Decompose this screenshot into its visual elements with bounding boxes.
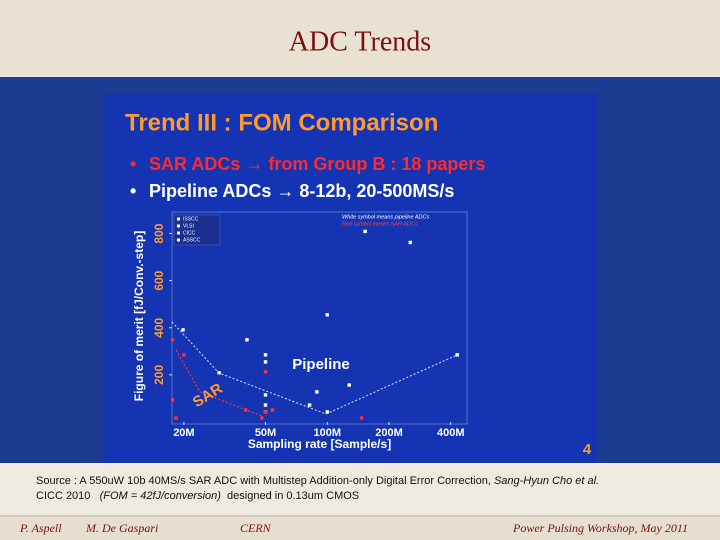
data-point xyxy=(243,408,248,412)
source-authors: Sang-Hyun Cho et al. xyxy=(494,475,599,487)
data-point xyxy=(182,353,186,357)
footer-author: P. Aspell xyxy=(19,521,62,535)
data-point xyxy=(325,313,329,317)
data-point xyxy=(245,338,249,342)
panel-title: Trend III : FOM Comparison xyxy=(125,109,438,136)
data-point xyxy=(455,353,459,357)
data-point xyxy=(347,383,351,387)
data-point xyxy=(263,393,268,397)
data-point xyxy=(263,353,268,357)
y-tick-label: 800 xyxy=(152,223,166,243)
annotation: Red symbol means SAR ADCs xyxy=(342,221,418,227)
data-point xyxy=(174,416,178,420)
legend-label: ASSCC xyxy=(183,237,201,243)
source-line: CICC 2010 (FOM = 42fJ/conversion) design… xyxy=(36,490,359,502)
legend-symbol xyxy=(177,217,180,221)
y-tick-label: 200 xyxy=(152,365,166,385)
data-point xyxy=(217,371,221,375)
legend-label: ISSCC xyxy=(183,216,199,222)
annotation: White symbol means pipeline ADCs xyxy=(342,214,429,220)
x-tick-label: 400M xyxy=(437,427,465,439)
legend-box xyxy=(173,214,221,246)
data-point xyxy=(181,328,185,332)
source-fom: (FOM = 42fJ/conversion) xyxy=(100,490,222,502)
header-band xyxy=(0,0,720,76)
source-line: Source : A 550uW 10b 40MS/s SAR ADC with… xyxy=(36,475,599,487)
footer-org: CERN xyxy=(240,521,272,535)
plot-frame xyxy=(171,211,468,425)
x-tick-label: 200M xyxy=(375,427,403,439)
x-tick-label: 20M xyxy=(173,427,194,439)
legend-symbol xyxy=(177,224,180,228)
bullet: SAR ADCs → from Group B : 18 papers xyxy=(149,154,485,174)
bullet-dot: • xyxy=(130,181,136,201)
bullet-dot: • xyxy=(130,154,136,174)
sar-trend xyxy=(175,349,263,417)
legend-label: VLSI xyxy=(183,223,194,229)
y-tick-label: 600 xyxy=(152,270,166,290)
chart-panel xyxy=(104,93,597,462)
x-tick-label: 100M xyxy=(314,427,342,439)
series-label: Pipeline xyxy=(292,356,350,373)
legend-label: CICC xyxy=(183,230,196,236)
data-point xyxy=(263,360,268,364)
data-point xyxy=(408,240,413,245)
data-point xyxy=(307,403,312,407)
data-point xyxy=(270,408,275,412)
bullet: Pipeline ADCs → 8-12b, 20-500MS/s xyxy=(149,181,454,201)
x-axis-label: Sampling rate [Sample/s] xyxy=(248,437,391,451)
data-point xyxy=(260,416,264,420)
footer-coauthor: M. De Gaspari xyxy=(85,521,158,535)
y-tick-label: 400 xyxy=(152,317,166,337)
footer-band xyxy=(0,517,720,540)
data-point xyxy=(170,338,175,342)
x-tick-label: 50M xyxy=(255,427,276,439)
data-point xyxy=(315,390,319,394)
source-venue: CICC 2010 xyxy=(36,490,100,502)
data-point xyxy=(263,403,268,407)
data-point xyxy=(363,229,367,234)
data-point xyxy=(325,410,329,414)
data-point xyxy=(170,398,175,402)
source-process: designed in 0.13um CMOS xyxy=(221,490,359,502)
source-text: Source : A 550uW 10b 40MS/s SAR ADC with… xyxy=(36,475,494,487)
slide-title: ADC Trends xyxy=(289,26,431,57)
data-point xyxy=(359,416,364,420)
data-point xyxy=(263,370,268,374)
y-axis-label: Figure of merit [fJ/Conv.-step] xyxy=(132,231,146,401)
footer-event: Power Pulsing Workshop, May 2011 xyxy=(512,521,688,535)
data-point xyxy=(263,410,268,414)
legend-symbol xyxy=(177,238,180,242)
legend-symbol xyxy=(177,231,180,235)
page-number: 4 xyxy=(583,441,592,458)
